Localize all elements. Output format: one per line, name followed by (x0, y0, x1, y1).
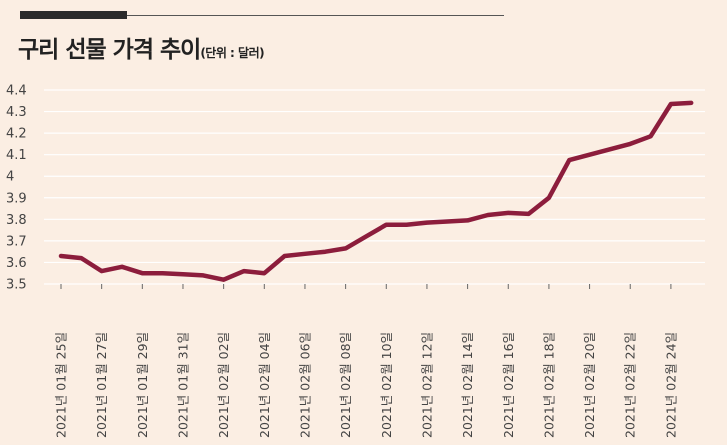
y-tick-label: 3.6 (6, 256, 27, 271)
x-tick-label: 2021년 01월 27일 (94, 332, 109, 438)
chart-title: 구리 선물 가격 추이 (18, 37, 201, 63)
data-point (345, 247, 347, 249)
data-point (60, 255, 62, 257)
data-point (121, 266, 123, 268)
y-axis-ticks: 3.5 3.6 3.7 3.8 3.9 4 4.1 4.2 4.3 4.4 (6, 84, 27, 293)
data-point (406, 224, 408, 226)
data-point (568, 159, 570, 161)
data-point (80, 257, 82, 259)
data-point (609, 148, 611, 150)
data-point (426, 222, 428, 224)
x-tick-label: 2021년 02월 14일 (460, 332, 475, 438)
y-tick-label: 4 (6, 170, 14, 185)
x-tick-label: 2021년 02월 04일 (257, 332, 272, 438)
y-tick-label: 3.9 (6, 191, 27, 206)
x-tick-label: 2021년 02월 18일 (541, 332, 556, 438)
data-point (101, 270, 103, 272)
data-point (548, 197, 550, 199)
data-point (365, 236, 367, 238)
data-point (446, 220, 448, 223)
data-point (162, 272, 164, 274)
series-group (58, 100, 694, 282)
x-tick-label: 2021년 01월 25일 (54, 332, 69, 438)
data-point (690, 102, 692, 104)
header-rule (127, 15, 504, 16)
y-tick-label: 3.5 (6, 278, 27, 293)
data-point (589, 154, 591, 156)
x-tick-label: 2021년 02월 02일 (216, 332, 231, 438)
x-tick-label: 2021년 02월 20일 (582, 332, 597, 438)
grid-lines (44, 89, 705, 285)
chart-title-block: 구리 선물 가격 추이(단위 : 달러) (18, 30, 265, 64)
data-point (324, 251, 326, 253)
data-point (650, 135, 652, 137)
data-point (284, 255, 286, 257)
data-point (467, 219, 469, 221)
data-point (223, 279, 225, 281)
data-point (243, 270, 245, 272)
y-tick-label: 3.7 (6, 234, 27, 249)
x-tick-label: 2021년 01월 31일 (175, 332, 190, 438)
y-tick-label: 4.1 (6, 148, 27, 163)
x-axis-ticks: 2021년 01월 25일 2021년 01월 27일 2021년 01월 29일 2… (54, 284, 678, 438)
data-point (202, 274, 204, 276)
header-accent-bar (20, 11, 127, 19)
data-point (670, 103, 672, 105)
data-point (385, 224, 387, 226)
data-point (528, 213, 530, 215)
y-tick-label: 4.3 (6, 105, 27, 120)
data-point (507, 212, 509, 214)
x-tick-label: 2021년 02월 12일 (419, 332, 434, 438)
x-tick-label: 2021년 02월 10일 (379, 332, 394, 438)
data-point (263, 272, 265, 274)
x-tick-label: 2021년 02월 22일 (623, 332, 638, 438)
x-tick-label: 2021년 02월 06일 (297, 332, 312, 438)
data-point (487, 214, 489, 216)
y-tick-label: 4.4 (6, 84, 27, 99)
data-point (629, 143, 631, 145)
x-tick-label: 2021년 02월 16일 (501, 332, 516, 438)
chart-unit: (단위 : 달러) (200, 46, 265, 60)
data-point (182, 273, 184, 275)
x-tick-label: 2021년 02월 08일 (338, 332, 353, 438)
series-line (58, 100, 694, 282)
data-point (141, 272, 143, 274)
x-tick-label: 2021년 02월 24일 (663, 332, 678, 438)
x-tick-label: 2021년 01월 29일 (135, 332, 150, 438)
y-tick-label: 3.8 (6, 213, 27, 228)
data-point (304, 253, 306, 255)
y-tick-label: 4.2 (6, 127, 27, 142)
